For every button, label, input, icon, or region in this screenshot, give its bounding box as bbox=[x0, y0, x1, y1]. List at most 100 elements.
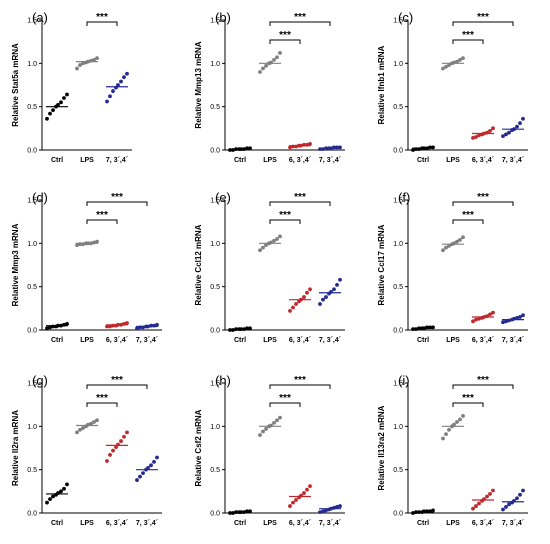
y-tick-label: 0.0 bbox=[210, 511, 220, 518]
y-tick-label: 1.0 bbox=[27, 424, 37, 431]
y-axis-title: Relative Il13ra2 mRNA bbox=[377, 405, 386, 490]
panel-a: (a) 0.0 0.5 1.0 1.5 Relative Stat5a mRNA Ctrl L… bbox=[11, 10, 132, 164]
category-label: 6, 3´,4´ bbox=[472, 337, 495, 344]
data-point bbox=[65, 92, 69, 97]
y-tick-label: 1.5 bbox=[393, 198, 403, 205]
y-tick-label: 1.0 bbox=[393, 424, 403, 431]
data-point bbox=[272, 420, 276, 425]
category-label: 6, 3´,4´ bbox=[289, 520, 312, 527]
category-label: 6, 3´,4´ bbox=[289, 337, 312, 344]
panel-d: (d) 0.0 0.5 1.0 1.5 Relative Mmp3 mRNA Ctrl LPS… bbox=[11, 190, 162, 344]
data-point bbox=[444, 64, 448, 69]
significance-label: *** bbox=[111, 192, 123, 203]
data-point bbox=[78, 63, 82, 67]
data-point bbox=[501, 507, 505, 512]
data-point bbox=[105, 459, 109, 463]
category-label: 7, 3´,4´ bbox=[319, 337, 342, 344]
data-point bbox=[318, 510, 322, 515]
data-point bbox=[444, 245, 448, 250]
y-tick-label: 1.5 bbox=[210, 198, 220, 205]
y-axis-title: Relative Ccl12 mRNA bbox=[194, 224, 203, 305]
significance-bracket bbox=[269, 219, 301, 224]
data-point bbox=[294, 302, 298, 306]
data-point bbox=[45, 326, 49, 331]
significance-label: *** bbox=[279, 210, 291, 221]
category-label: LPS bbox=[446, 337, 460, 344]
data-point bbox=[122, 75, 126, 80]
data-point bbox=[447, 244, 451, 248]
category-label: 7, 3´,4´ bbox=[502, 337, 525, 344]
data-point bbox=[264, 427, 268, 431]
y-tick-label: 1.0 bbox=[393, 241, 403, 248]
data-point bbox=[501, 320, 505, 325]
significance-bracket bbox=[452, 39, 484, 44]
data-point bbox=[477, 316, 481, 321]
data-point bbox=[302, 295, 306, 299]
y-tick-label: 0.5 bbox=[27, 284, 37, 291]
y-tick-label: 1.5 bbox=[27, 198, 37, 205]
category-label: Ctrl bbox=[234, 520, 246, 527]
category-label: LPS bbox=[80, 337, 94, 344]
data-point bbox=[471, 506, 475, 511]
significance-bracket bbox=[452, 384, 514, 389]
significance-bracket bbox=[86, 219, 118, 224]
data-point bbox=[455, 239, 459, 244]
data-point bbox=[504, 319, 508, 324]
y-tick-label: 0.5 bbox=[393, 284, 403, 291]
significance-bracket bbox=[269, 21, 331, 26]
significance-label: *** bbox=[294, 12, 306, 23]
data-point bbox=[155, 322, 159, 327]
data-point bbox=[291, 305, 295, 310]
data-point bbox=[518, 121, 522, 126]
significance-label: *** bbox=[279, 30, 291, 41]
data-point bbox=[95, 239, 99, 244]
data-point bbox=[288, 145, 292, 150]
significance-label: *** bbox=[96, 210, 108, 221]
data-point bbox=[78, 427, 82, 432]
y-tick-label: 0.0 bbox=[393, 328, 403, 335]
data-point bbox=[521, 313, 525, 318]
data-point bbox=[75, 66, 79, 71]
data-point bbox=[105, 99, 109, 104]
significance-label: *** bbox=[294, 192, 306, 203]
category-label: LPS bbox=[446, 157, 460, 164]
data-point bbox=[278, 415, 282, 420]
data-point bbox=[62, 486, 66, 491]
y-axis-title: Relative Ccl17 mRNA bbox=[377, 224, 386, 305]
category-label: Ctrl bbox=[51, 157, 63, 164]
data-point bbox=[65, 482, 69, 487]
data-point bbox=[51, 108, 55, 113]
data-point bbox=[471, 135, 475, 140]
y-tick-label: 0.5 bbox=[27, 104, 37, 111]
data-point bbox=[56, 103, 60, 107]
panel-letter: (e) bbox=[215, 190, 231, 205]
y-tick-label: 1.0 bbox=[210, 61, 220, 68]
category-label: Ctrl bbox=[417, 157, 429, 164]
y-tick-label: 0.5 bbox=[393, 467, 403, 474]
data-point bbox=[515, 496, 519, 501]
significance-bracket bbox=[86, 384, 148, 389]
category-label: Ctrl bbox=[417, 337, 429, 344]
data-point bbox=[62, 96, 66, 100]
significance-label: *** bbox=[462, 30, 474, 41]
data-point bbox=[141, 471, 145, 476]
data-point bbox=[471, 319, 475, 324]
data-point bbox=[258, 70, 262, 74]
y-tick-label: 0.0 bbox=[210, 328, 220, 335]
data-point bbox=[461, 414, 465, 418]
data-point bbox=[461, 235, 465, 240]
y-tick-label: 1.0 bbox=[393, 61, 403, 68]
data-point bbox=[335, 505, 339, 509]
data-point bbox=[452, 422, 456, 427]
data-point bbox=[149, 463, 153, 468]
y-tick-label: 1.0 bbox=[27, 61, 37, 68]
significance-label: *** bbox=[477, 12, 489, 23]
data-point bbox=[45, 500, 49, 505]
data-point bbox=[491, 488, 495, 493]
data-point bbox=[515, 315, 519, 320]
data-point bbox=[338, 277, 342, 282]
data-point bbox=[477, 501, 481, 506]
data-point bbox=[461, 56, 465, 61]
data-point bbox=[275, 418, 279, 423]
